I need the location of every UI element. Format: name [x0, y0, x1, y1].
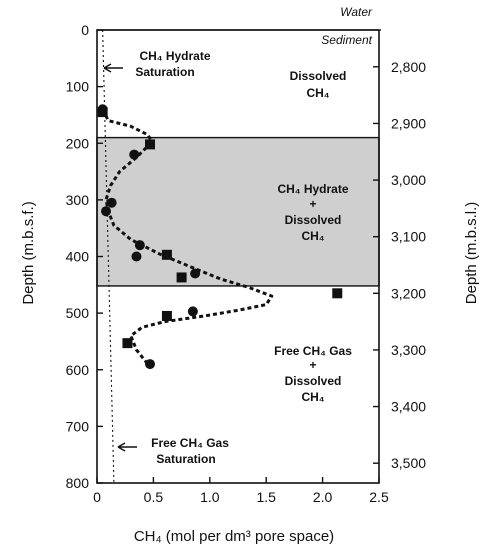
- data-point-circle: [131, 251, 142, 262]
- y-axis-label-left: Depth (m.b.s.f.): [20, 201, 37, 304]
- data-point-circle: [145, 359, 156, 370]
- x-tick-label: 1.0: [200, 489, 220, 505]
- x-tick-label: 2.5: [369, 489, 389, 505]
- x-tick-label: 0: [93, 489, 101, 505]
- data-point-square: [161, 249, 172, 260]
- x-tick-label: 0.5: [144, 489, 164, 505]
- water-label: Water: [340, 5, 373, 19]
- y-tick-label-left: 100: [66, 79, 90, 95]
- data-point-square: [122, 338, 133, 349]
- data-point-circle: [190, 268, 201, 279]
- free-gas-dissolved-label-line2: +: [309, 358, 316, 372]
- hydrate-dissolved-label-line3: Dissolved: [285, 213, 342, 227]
- y-tick-label-right: 2,900: [391, 115, 426, 131]
- series-marks: [97, 29, 343, 484]
- axis-ticks: 0 0.5 1.0 1.5 2.0 2.5 0 100 200 300 400 500 600 700 80…: [66, 22, 427, 505]
- hydrate-saturation-label-line2: Saturation: [135, 65, 194, 79]
- y-tick-label-left: 600: [66, 362, 90, 378]
- hydrate-dissolved-label-line4: CH₄: [301, 229, 324, 243]
- y-tick-label-right: 3,200: [391, 285, 426, 301]
- y-tick-label-left: 700: [66, 418, 90, 434]
- y-tick-label-right: 3,300: [391, 342, 426, 358]
- data-point-circle: [187, 306, 198, 317]
- y-tick-label-left: 200: [66, 135, 90, 151]
- free-gas-saturation-arrow: [117, 442, 137, 452]
- data-point-square: [145, 139, 156, 150]
- data-point-circle: [134, 240, 145, 251]
- y-tick-label-right: 2,800: [391, 59, 426, 75]
- x-axis-label: CH₄ (mol per dm³ pore space): [134, 528, 334, 545]
- data-point-square: [97, 107, 108, 118]
- hydrate-zone-band: [96, 136, 380, 287]
- hydrate-saturation-arrow: [103, 63, 123, 73]
- free-gas-dissolved-label-line4: CH₄: [301, 390, 324, 404]
- free-gas-dissolved-label-line1: Free CH₄ Gas: [274, 344, 352, 358]
- hydrate-dissolved-label-line2: +: [309, 197, 316, 211]
- y-tick-label-left: 0: [81, 22, 89, 38]
- x-tick-label: 1.5: [256, 489, 276, 505]
- dissolved-label-line1: Dissolved: [290, 69, 347, 83]
- saturation-dotted-line: [102, 29, 115, 484]
- data-point-square: [332, 288, 343, 299]
- y-axis-label-right: Depth (m.b.s.l.): [463, 202, 480, 305]
- y-tick-label-right: 3,500: [391, 455, 426, 471]
- free-gas-dissolved-label-line3: Dissolved: [285, 374, 342, 388]
- y-tick-label-right: 3,100: [391, 229, 426, 245]
- x-tick-label: 2.0: [313, 489, 333, 505]
- dissolved-label-line2: CH₄: [306, 86, 329, 100]
- data-point-circle: [106, 197, 117, 208]
- y-tick-label-right: 3,000: [391, 172, 426, 188]
- sediment-label: Sediment: [321, 33, 372, 47]
- y-tick-label-left: 400: [66, 249, 90, 265]
- y-tick-label-left: 800: [66, 475, 90, 491]
- data-point-circle: [129, 149, 140, 160]
- data-point-square: [176, 272, 187, 283]
- y-tick-label-right: 3,400: [391, 399, 426, 415]
- free-gas-saturation-label-line1: Free CH₄ Gas: [151, 436, 229, 450]
- y-tick-label-left: 500: [66, 305, 90, 321]
- y-tick-label-left: 300: [66, 192, 90, 208]
- hydrate-saturation-label-line1: CH₄ Hydrate: [139, 49, 210, 63]
- data-point-square: [161, 310, 172, 321]
- data-point-circle: [101, 206, 112, 217]
- free-gas-saturation-label-line2: Saturation: [156, 452, 215, 466]
- hydrate-dissolved-label-line1: CH₄ Hydrate: [277, 182, 348, 196]
